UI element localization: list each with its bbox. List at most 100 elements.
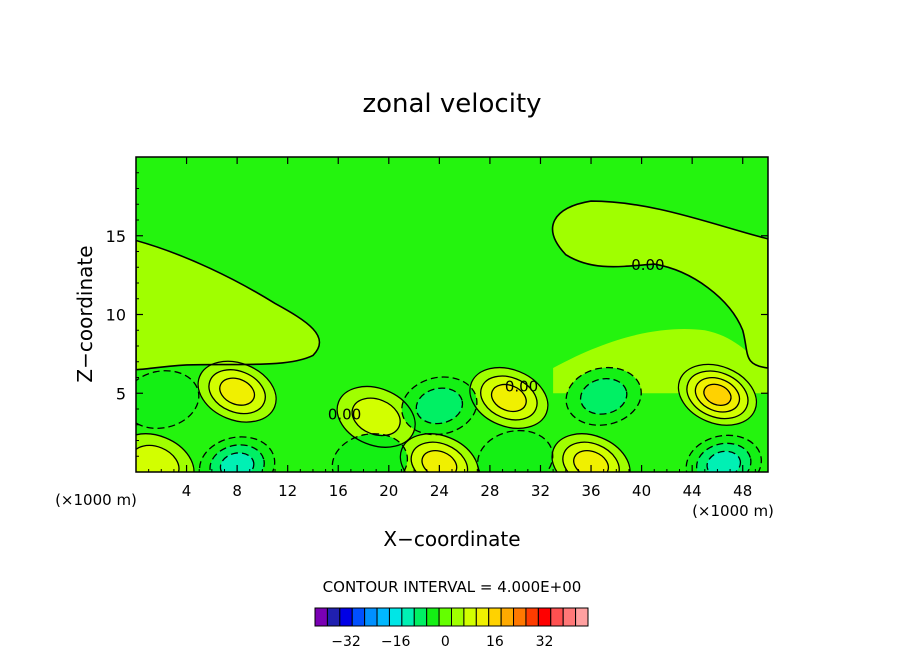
positive-contour-fill xyxy=(352,398,401,436)
x-tick-label: 8 xyxy=(232,482,242,500)
x-tick-label: 36 xyxy=(581,482,600,500)
positive-contour-line xyxy=(490,383,527,413)
x-tick-label: 48 xyxy=(733,482,752,500)
positive-contour-fill xyxy=(219,378,255,406)
negative-contour-fill xyxy=(477,430,553,472)
x-tick-label: 28 xyxy=(480,482,499,500)
colorbar-swatch xyxy=(314,607,328,627)
colorbar-swatch xyxy=(488,607,502,627)
x-axis-label: X−coordinate xyxy=(383,527,520,551)
colorbar-tick-label: 16 xyxy=(486,634,504,650)
negative-contour-line xyxy=(136,370,200,430)
zero-contour-line xyxy=(552,200,768,369)
negative-contour-fill xyxy=(580,378,627,415)
colorbar-swatch xyxy=(438,607,453,627)
x-tick-label: 16 xyxy=(329,482,348,500)
colorbar-swatch xyxy=(376,607,390,627)
y-tick-label: 15 xyxy=(106,227,126,246)
positive-contour-line xyxy=(480,375,538,421)
positive-contour-line xyxy=(336,385,416,448)
colorbar-swatch xyxy=(326,607,341,627)
negative-contour-line xyxy=(209,444,265,472)
colorbar xyxy=(314,607,589,627)
colorbar-tick-label: −16 xyxy=(381,634,411,650)
contour-fill-region xyxy=(136,240,320,370)
colorbar-swatch xyxy=(537,607,552,627)
positive-contour-fill xyxy=(136,445,179,472)
positive-contour-line xyxy=(694,377,741,413)
colorbar-tick-label: 0 xyxy=(441,634,450,650)
contour-labels: 0.00 0.00 0.00 xyxy=(328,256,665,424)
colorbar-swatch xyxy=(500,607,515,627)
contour-label: 0.00 xyxy=(328,406,361,424)
contour-label: 0.00 xyxy=(505,377,538,395)
colorbar-swatch xyxy=(513,607,527,627)
colorbar-swatch xyxy=(413,607,428,627)
positive-contour-line xyxy=(219,377,256,406)
negative-contour-fill xyxy=(707,451,741,472)
colorbar-swatch xyxy=(475,607,490,627)
positive-contour-fill xyxy=(491,384,527,412)
positive-contour-fill xyxy=(422,450,457,472)
y-tick-label: 10 xyxy=(106,306,126,325)
negative-contour-line xyxy=(579,378,628,415)
colorbar-swatch xyxy=(426,607,440,627)
y-axis-label: Z−coordinate xyxy=(73,245,97,382)
x-tick-label: 32 xyxy=(531,482,550,500)
x-tick-label: 4 xyxy=(182,482,192,500)
positive-contour-fill xyxy=(573,450,609,472)
colorbar-tick-label: 32 xyxy=(536,634,554,650)
x-unit-left: (×1000 m) xyxy=(55,491,137,509)
colorbar-swatch xyxy=(550,607,564,627)
negative-contour-line xyxy=(415,387,464,425)
x-tick-label: 12 xyxy=(278,482,297,500)
chart-title: zonal velocity xyxy=(362,89,541,119)
positive-contour-line xyxy=(399,433,479,472)
positive-contour-line xyxy=(469,366,549,429)
positive-contour-line xyxy=(410,441,469,472)
positive-contour-line xyxy=(686,370,749,420)
contour-lines xyxy=(136,200,768,472)
x-tick-label: 40 xyxy=(632,482,651,500)
positive-contour-line xyxy=(351,397,401,437)
colorbar-swatch xyxy=(388,607,403,627)
negative-contour-fill xyxy=(136,370,199,429)
positive-contour-line xyxy=(562,441,620,472)
positive-contour-line xyxy=(677,363,758,426)
x-tick-label: 24 xyxy=(430,482,449,500)
contour-label: 0.00 xyxy=(631,256,664,274)
negative-contour-fill xyxy=(332,433,408,472)
negative-contour-line xyxy=(198,436,276,472)
positive-contour-fill xyxy=(703,384,731,406)
positive-contour-line xyxy=(136,444,180,472)
colorbar-swatch xyxy=(351,607,366,627)
negative-contour-fill xyxy=(416,388,463,424)
positive-contour-line xyxy=(197,360,277,423)
positive-contour-line xyxy=(703,383,732,407)
negative-contour-line xyxy=(706,450,742,472)
colorbar-swatch xyxy=(401,607,415,627)
y-tick-label: 5 xyxy=(116,384,126,403)
colorbar-swatch xyxy=(562,607,577,627)
x-tick-label: 44 xyxy=(683,482,702,500)
colorbar-swatch xyxy=(575,607,589,627)
negative-contour-line xyxy=(331,433,409,472)
positive-contour-line xyxy=(573,449,610,472)
colorbar-swatch xyxy=(463,607,477,627)
colorbar-swatch xyxy=(451,607,465,627)
positive-contour-line xyxy=(136,433,195,472)
colorbar-tick-labels: −32 −16 0 16 32 xyxy=(331,634,553,650)
colorbar-swatch xyxy=(525,607,539,627)
x-tick-label: 20 xyxy=(379,482,398,500)
colorbar-tick-label: −32 xyxy=(331,634,361,650)
positive-contour-line xyxy=(551,433,631,472)
positive-contour-line xyxy=(208,369,266,415)
positive-contour-line xyxy=(421,449,458,472)
colorbar-swatch xyxy=(339,607,353,627)
contour-interval-text: CONTOUR INTERVAL = 4.000E+00 xyxy=(323,578,582,596)
contour-fill-region xyxy=(552,201,768,369)
negative-contour-line xyxy=(219,452,255,472)
